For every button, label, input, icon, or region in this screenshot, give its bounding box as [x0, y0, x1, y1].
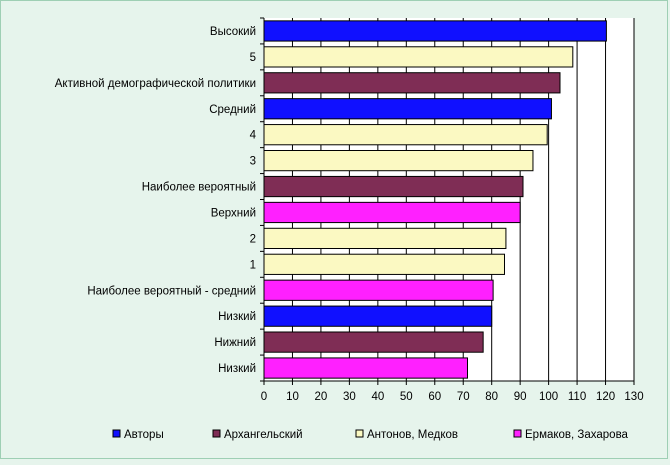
- category-label: Наиболее вероятный - средний: [87, 285, 256, 297]
- legend-swatch: [212, 429, 221, 438]
- x-tick-label: 20: [315, 391, 328, 403]
- bar: [263, 175, 524, 198]
- legend-swatch: [513, 429, 522, 438]
- legend-label: Ермаков, Захарова: [525, 429, 629, 441]
- category-label: Активной демографической политики: [55, 78, 256, 90]
- bar: [263, 72, 561, 94]
- legend-swatch: [355, 429, 364, 438]
- bar: [263, 357, 468, 379]
- category-label: Наиболее вероятный: [142, 182, 256, 194]
- bar: [263, 149, 534, 172]
- legend-label: Авторы: [124, 429, 164, 441]
- bar: [263, 305, 493, 327]
- x-tick-label: 30: [343, 391, 356, 403]
- bar: [263, 98, 552, 120]
- x-tick-label: 60: [428, 391, 441, 403]
- x-tick-label: 10: [286, 391, 299, 403]
- legend-label: Архангельский: [224, 429, 303, 441]
- category-label: 1: [250, 259, 256, 271]
- bar: [263, 279, 494, 301]
- bar: [263, 201, 521, 224]
- legend-swatch: [112, 429, 121, 438]
- bar: [263, 20, 607, 42]
- x-tick-label: 0: [261, 391, 267, 403]
- category-label: 4: [250, 130, 257, 142]
- category-label: 3: [250, 156, 256, 168]
- legend: Авторы Архангельский Антонов, Медков Ермако…: [112, 429, 629, 441]
- x-tick-label: 100: [539, 391, 558, 403]
- x-tick-label: 80: [485, 391, 498, 403]
- category-label: Средний: [209, 104, 256, 116]
- x-tick-label: 50: [400, 391, 413, 403]
- category-labels: Высокий 5 Активной демографической политик…: [55, 26, 257, 375]
- bar: [263, 253, 505, 275]
- bar: [263, 124, 548, 146]
- category-label: Низкий: [218, 363, 256, 375]
- category-label: Нижний: [214, 337, 256, 349]
- category-label: 5: [250, 52, 256, 64]
- x-tick-label: 130: [624, 391, 643, 403]
- bar: [263, 46, 574, 68]
- category-label: 2: [250, 233, 256, 245]
- category-label: Низкий: [218, 311, 256, 323]
- legend-label: Антонов, Медков: [367, 429, 458, 441]
- category-label: Верхний: [211, 207, 256, 219]
- bars-group: [263, 20, 607, 379]
- category-label: Высокий: [210, 26, 256, 38]
- bar: [263, 331, 484, 353]
- x-axis: 0 10 20 30 40 50 60 70 80 90 100 110 120 130: [260, 17, 644, 403]
- x-tick-label: 110: [568, 391, 586, 403]
- bar: [263, 227, 507, 250]
- x-tick-label: 120: [596, 391, 615, 403]
- x-tick-label: 40: [371, 391, 384, 403]
- x-tick-label: 90: [514, 391, 527, 403]
- x-tick-label: 70: [457, 391, 470, 403]
